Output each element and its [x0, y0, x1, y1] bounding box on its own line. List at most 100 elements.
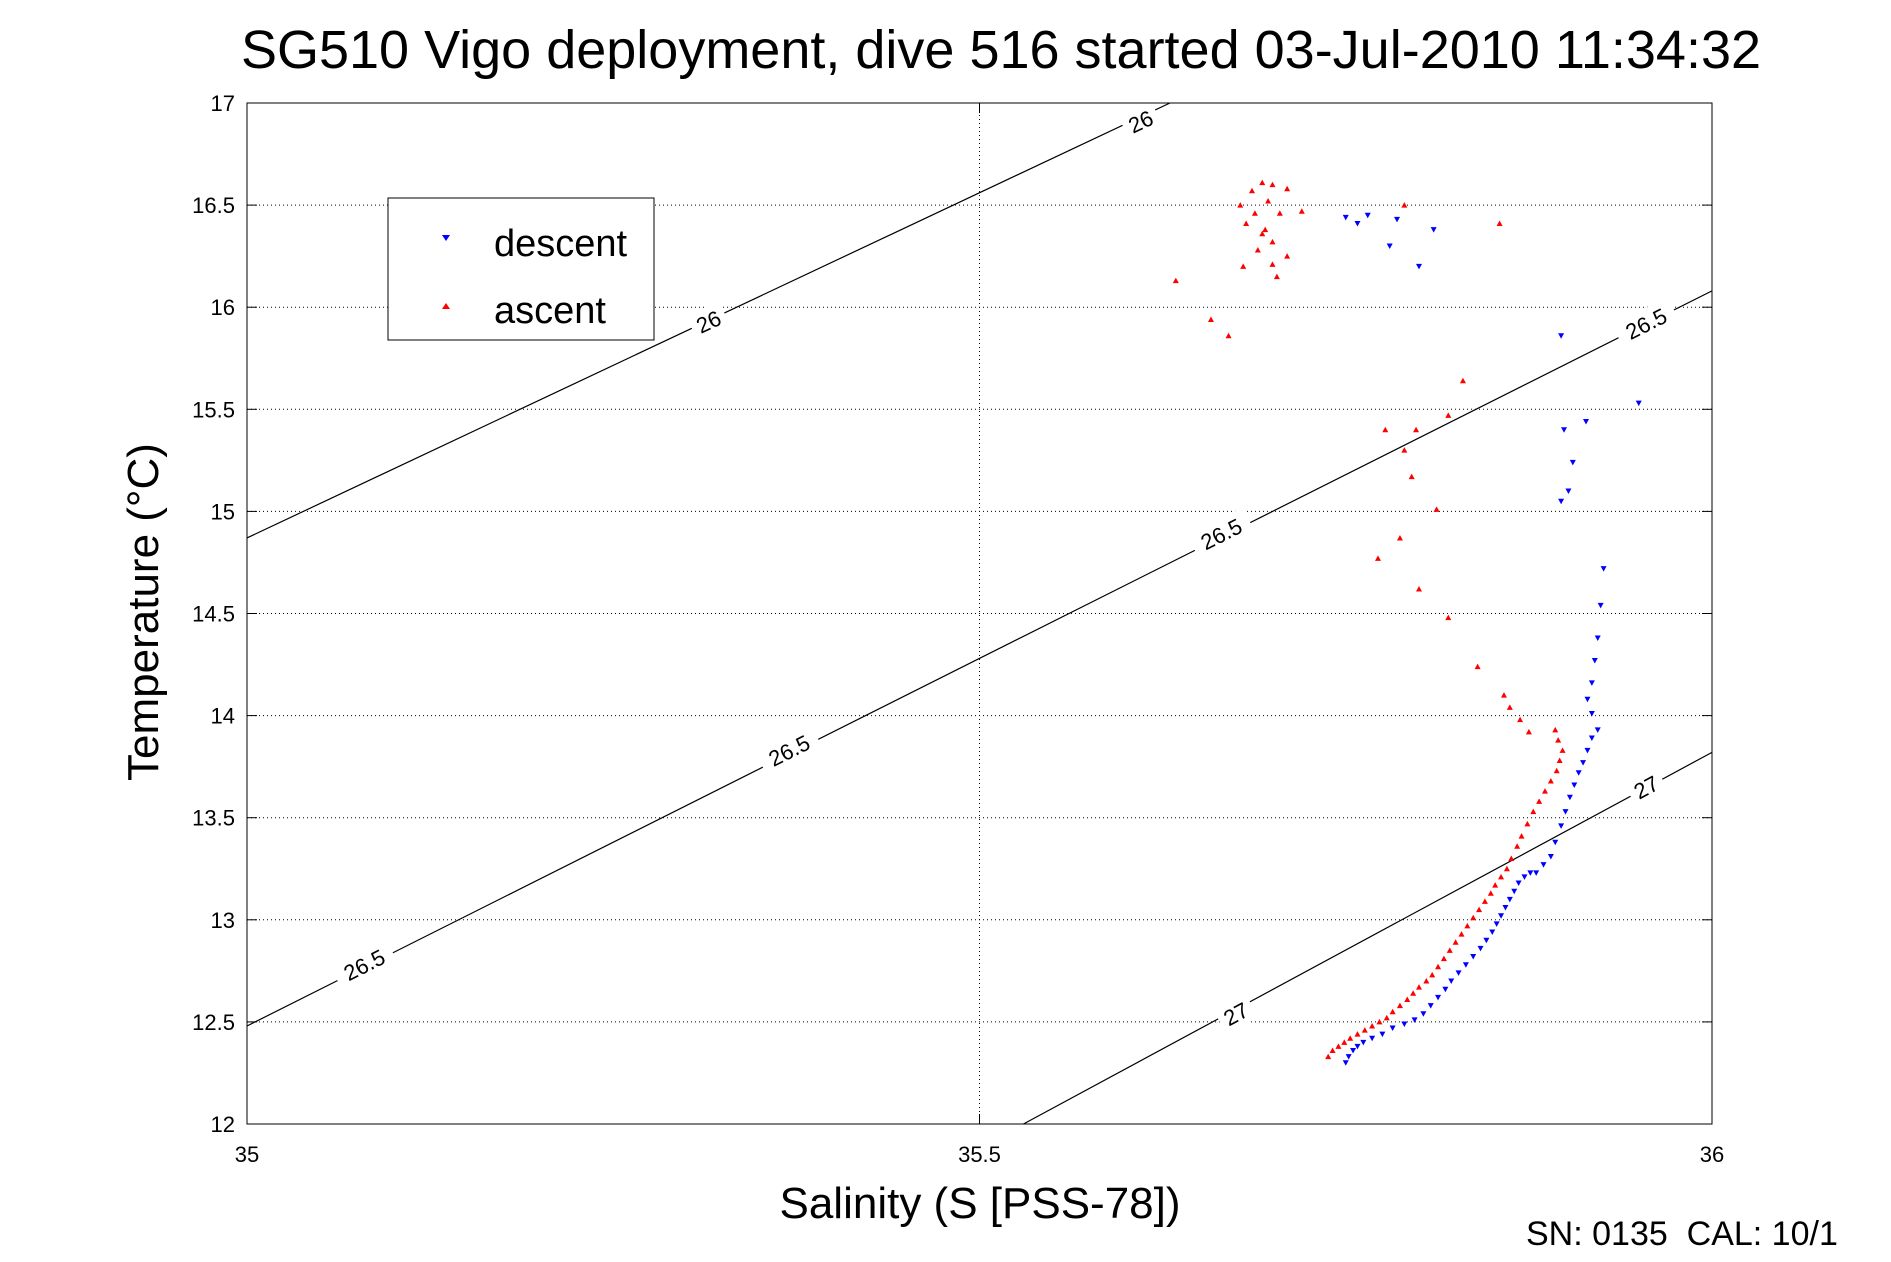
x-tick-label: 35.5 — [958, 1142, 1001, 1167]
descent-point — [1511, 888, 1518, 895]
descent-point — [1498, 913, 1505, 919]
y-tick-label: 15 — [211, 499, 235, 524]
ascent-point — [1341, 1039, 1348, 1045]
ascent-point — [1273, 273, 1280, 280]
ascent-point — [1470, 914, 1477, 921]
ascent-point — [1555, 737, 1562, 743]
descent-point — [1493, 921, 1500, 927]
descent-point — [1442, 986, 1449, 993]
descent-point — [1502, 905, 1509, 911]
descent-point — [1462, 962, 1469, 968]
descent-point — [1394, 216, 1401, 223]
grid — [247, 103, 1712, 1124]
isopycnal-label-bg — [1118, 101, 1163, 142]
isopycnal-label: 26.5 — [1612, 297, 1681, 350]
descent-point — [1360, 1039, 1367, 1046]
descent-point — [1354, 220, 1361, 227]
ascent-point — [1254, 247, 1261, 253]
ascent-point — [1518, 833, 1525, 839]
isopycnal-label-bg — [330, 938, 399, 992]
ascent-point — [1251, 210, 1258, 216]
ascent-point — [1347, 1035, 1354, 1041]
descent-point — [1527, 870, 1534, 876]
isopycnal-label-bg — [1623, 766, 1669, 808]
axis-ticks: 35 35.5 36 12 12.5 13 13.5 14 14.5 15 15.5 16 16.5 17 — [192, 91, 1724, 1167]
ascent-point — [1464, 922, 1471, 929]
descent-point — [1401, 1021, 1408, 1027]
ascent-point — [1401, 202, 1408, 208]
x-tick-label: 35 — [235, 1142, 259, 1167]
descent-point — [1562, 809, 1569, 815]
descent-point — [1506, 896, 1513, 903]
descent-point — [1594, 727, 1601, 733]
ascent-point — [1335, 1043, 1342, 1049]
ascent-point — [1517, 716, 1524, 723]
ascent-point — [1382, 426, 1389, 433]
legend-label-ascent: ascent — [494, 290, 606, 332]
x-axis-label: Salinity (S [PSS-78]) — [779, 1179, 1180, 1228]
ascent-point — [1240, 263, 1247, 269]
descent-point — [1411, 1017, 1418, 1023]
ascent-point — [1423, 978, 1430, 984]
ascent-point — [1325, 1053, 1332, 1060]
chart-title: SG510 Vigo deployment, dive 516 started … — [241, 20, 1761, 80]
descent-point — [1515, 880, 1522, 887]
descent-point — [1575, 770, 1582, 776]
descent-point — [1588, 711, 1595, 717]
y-tick-label: 16.5 — [192, 193, 235, 218]
descent-point — [1435, 994, 1442, 1001]
ascent-point — [1508, 855, 1515, 862]
ascent-point — [1396, 1002, 1403, 1009]
ascent-point — [1487, 890, 1494, 896]
density-contours: 26 26 26.5 26.5 26.5 26.5 27 27 — [246, 101, 1713, 1125]
ascent-point — [1207, 316, 1214, 322]
descent-point — [1558, 498, 1565, 505]
ascent-point — [1458, 931, 1465, 937]
ascent-point — [1481, 898, 1488, 904]
ascent-point — [1429, 971, 1436, 978]
ascent-point — [1237, 202, 1244, 208]
ascent-point — [1474, 663, 1481, 670]
isopycnal-label-bg — [1187, 507, 1256, 561]
isopycnal-label-bg — [1612, 297, 1681, 350]
ascent-point — [1376, 1018, 1383, 1025]
ascent-point — [1413, 426, 1420, 433]
ascent-point — [1248, 187, 1255, 194]
ascent-point — [1284, 185, 1291, 192]
descent-point — [1354, 1043, 1361, 1050]
ascent-point — [1269, 238, 1276, 245]
legend-marker-descent — [442, 235, 450, 241]
ascent-point — [1476, 906, 1483, 913]
descent-point — [1420, 1011, 1427, 1017]
descent-point — [1561, 427, 1568, 433]
ascent-point — [1259, 179, 1266, 186]
ascent-point — [1459, 377, 1466, 384]
descent-point — [1547, 853, 1554, 860]
ascent-point — [1498, 873, 1505, 880]
isopycnal-label: 26 — [1118, 101, 1163, 142]
ascent-point — [1525, 728, 1532, 735]
legend: descent ascent — [387, 197, 655, 341]
descent-point — [1552, 839, 1559, 846]
ascent-point — [1172, 277, 1179, 284]
y-tick-label: 17 — [211, 91, 235, 116]
ascent-point — [1446, 947, 1453, 953]
ascent-point — [1389, 1008, 1396, 1015]
descent-point — [1580, 760, 1587, 766]
isopycnal-label: 26.5 — [330, 938, 399, 992]
ascent-point — [1408, 473, 1415, 480]
isopycnal-label: 26 — [686, 301, 731, 342]
ascent-point — [1556, 757, 1563, 764]
ascent-point — [1354, 1031, 1361, 1037]
ascent-point — [1374, 555, 1381, 561]
descent-point — [1566, 794, 1573, 801]
ascent-point — [1259, 230, 1266, 237]
descent-point — [1455, 970, 1462, 976]
descent-point — [1342, 1060, 1349, 1066]
ascent-point — [1269, 261, 1276, 267]
ascent-point — [1416, 984, 1422, 990]
legend-box — [387, 197, 655, 341]
descent-point — [1565, 488, 1572, 494]
ascent-point — [1440, 955, 1447, 962]
